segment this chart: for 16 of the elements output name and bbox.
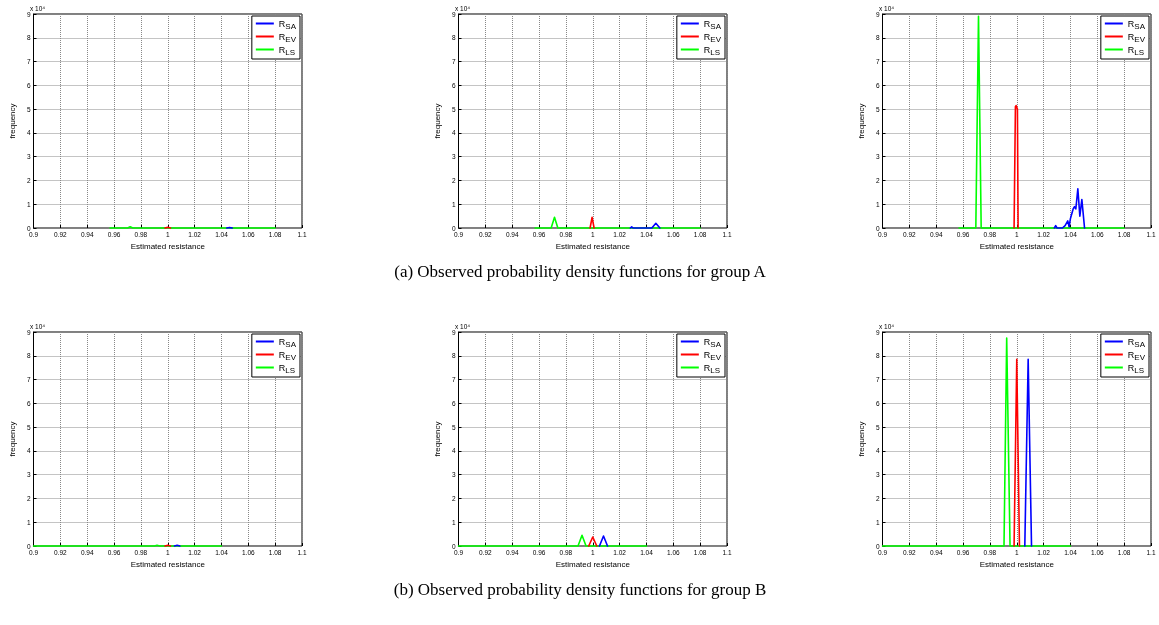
y-axis-title: frequency	[856, 103, 866, 139]
y-axis-title: frequency	[432, 103, 442, 139]
y-axis-title: frequency	[432, 421, 442, 457]
y-axis-title: frequency	[7, 421, 17, 457]
text: (a) Observed probability density functions for group A	[394, 262, 766, 282]
line-series	[1053, 187, 1086, 229]
x-axis-title: Estimated resistance	[979, 242, 1055, 252]
x-axis-title: Estimated resistance	[130, 242, 206, 252]
x-axis-title: Estimated resistance	[979, 560, 1055, 570]
text: (b) Observed probability density functions for group B	[393, 580, 767, 600]
x-axis-title: Estimated resistance	[555, 560, 631, 570]
line-series	[1013, 104, 1019, 229]
y-axis-title: frequency	[856, 421, 866, 457]
y-axis-title: frequency	[7, 103, 17, 139]
x-axis-title: Estimated resistance	[130, 560, 206, 570]
x-axis-title: Estimated resistance	[555, 242, 631, 252]
